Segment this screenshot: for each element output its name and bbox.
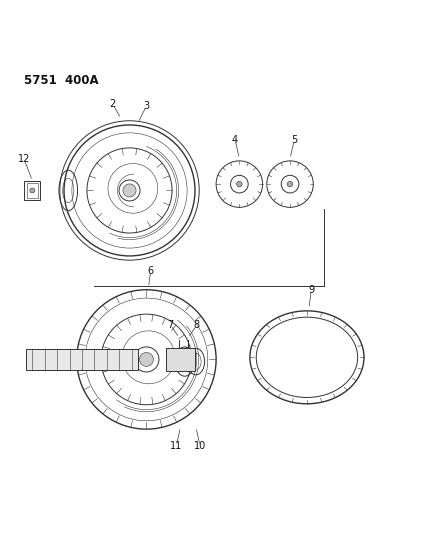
Bar [27, 183, 38, 198]
Text: 5751  400A: 5751 400A [24, 74, 98, 87]
Text: 6: 6 [148, 266, 154, 276]
Text: 12: 12 [18, 154, 30, 164]
Text: 11: 11 [170, 441, 182, 451]
Circle shape [140, 352, 153, 366]
Circle shape [287, 181, 293, 187]
Bar [26, 349, 138, 370]
Circle shape [30, 188, 35, 193]
Text: 7: 7 [168, 320, 174, 330]
Text: 3: 3 [143, 101, 149, 111]
Text: 9: 9 [308, 285, 314, 295]
Text: 10: 10 [194, 441, 206, 451]
Circle shape [123, 184, 136, 197]
Bar [24, 181, 40, 200]
Bar [166, 348, 195, 370]
Text: 4: 4 [232, 135, 238, 145]
Text: 8: 8 [193, 320, 200, 330]
Text: 2: 2 [110, 99, 116, 109]
Text: 5: 5 [291, 135, 297, 145]
Circle shape [237, 181, 242, 187]
